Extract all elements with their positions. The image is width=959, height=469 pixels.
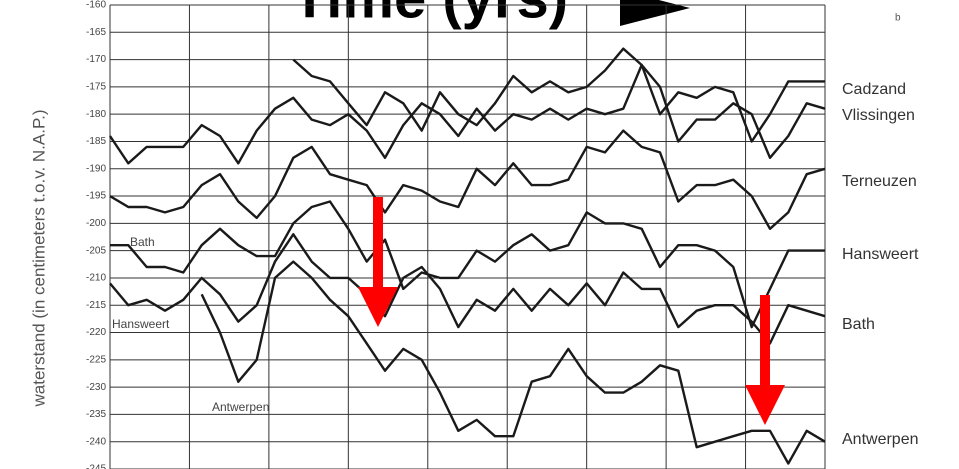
legend-label: Vlissingen: [842, 107, 915, 124]
y-tick-label: -210: [86, 273, 106, 284]
series-line: [109, 129, 826, 230]
series-line: [292, 47, 825, 143]
arrow-head: [745, 385, 785, 425]
annotation: Antwerpen: [212, 400, 269, 414]
series-line: [109, 63, 826, 165]
y-tick-label: -160: [86, 0, 106, 11]
y-tick-label: -240: [86, 436, 106, 447]
red-arrow: [358, 197, 398, 327]
red-arrow: [745, 295, 785, 425]
legend-label: Bath: [842, 316, 875, 333]
y-tick-label: -235: [86, 409, 106, 420]
series-line: [110, 200, 825, 329]
annotation: Bath: [130, 235, 155, 249]
plot-area: -160 -165 -170 -175 -180 -185 -190 -195 -200 -205…: [86, 0, 826, 469]
annotation: Hansweert: [112, 317, 170, 331]
y-tick-label: -215: [86, 300, 106, 311]
legend-label: Antwerpen: [842, 431, 919, 448]
series-line: [109, 233, 826, 345]
y-tick-label: -225: [86, 354, 106, 365]
y-tick-label: -200: [86, 218, 106, 229]
y-tick-label: -185: [86, 136, 106, 147]
y-tick-label: -245: [86, 464, 106, 469]
y-tick-label: -165: [86, 27, 106, 38]
y-tick-label: -195: [86, 191, 106, 202]
arrow-head: [358, 287, 398, 327]
y-tick-label: -205: [86, 245, 106, 256]
title-arrow: [620, 0, 690, 26]
y-tick-label: -230: [86, 382, 106, 393]
panel-label: b: [895, 13, 901, 24]
legend-label: Terneuzen: [842, 173, 917, 190]
y-tick-label: -220: [86, 327, 106, 338]
y-tick-label: -170: [86, 54, 106, 65]
y-tick-label: -180: [86, 109, 106, 120]
arrow-shaft: [760, 295, 770, 387]
legend-label: Hansweert: [842, 246, 919, 263]
series-line: [200, 260, 826, 465]
y-tick-label: -175: [86, 82, 106, 93]
arrow-shaft: [373, 197, 383, 289]
y-axis-label: waterstand (in centimeters t.o.v. N.A.P.…: [29, 110, 48, 408]
y-tick-label: -190: [86, 163, 106, 174]
legend-label: Cadzand: [842, 81, 906, 98]
